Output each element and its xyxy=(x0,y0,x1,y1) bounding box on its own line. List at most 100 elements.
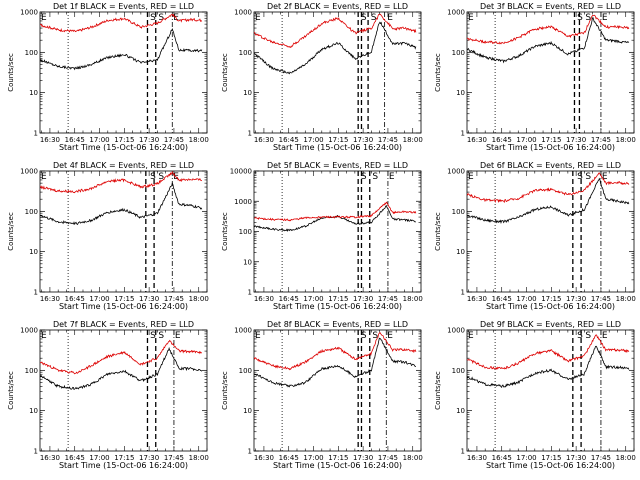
series-line-lld xyxy=(254,331,417,371)
y-tick-label: 1000 xyxy=(234,327,252,335)
event-annotation: S xyxy=(150,172,156,182)
y-axis-label: Counts/sec xyxy=(434,212,442,251)
x-tick-label: 16:30 xyxy=(467,454,487,462)
y-tick-label: 1 xyxy=(461,130,465,138)
x-tick-label: 16:45 xyxy=(279,454,299,462)
panel-title: Det 7f BLACK = Events, RED = LLD xyxy=(53,320,194,329)
y-tick-label: 1 xyxy=(248,448,252,456)
x-tick-label: 17:30 xyxy=(566,295,586,303)
y-tick-label: 10 xyxy=(456,248,465,256)
y-tick-label: 10 xyxy=(29,407,38,415)
panel-title: Det 8f BLACK = Events, RED = LLD xyxy=(267,320,408,329)
x-tick-label: 17:30 xyxy=(139,136,159,144)
x-tick-label: 16:30 xyxy=(467,295,487,303)
y-tick-label: 10 xyxy=(243,89,252,97)
x-tick-label: 18:00 xyxy=(403,295,423,303)
y-tick-label: 1000 xyxy=(447,168,465,176)
x-tick-label: 17:30 xyxy=(566,136,586,144)
panel-title: Det 6f BLACK = Events, RED = LLD xyxy=(480,161,621,170)
y-tick-label: 1000 xyxy=(20,9,38,17)
event-annotation: S xyxy=(158,13,164,23)
detector-panel: Det 1f BLACK = Events, RED = LLD 1 10 100 10… xyxy=(7,2,209,152)
plot-frame xyxy=(466,170,635,293)
panel-title: Det 2f BLACK = Events, RED = LLD xyxy=(267,2,408,11)
x-tick-label: 16:30 xyxy=(40,136,60,144)
y-tick-label: 100 xyxy=(25,367,38,375)
x-tick-label: 16:30 xyxy=(40,295,60,303)
x-axis-label: Start Time (15-Oct-06 16:24:00) xyxy=(59,143,188,152)
event-annotation: S xyxy=(577,172,583,182)
x-tick-label: 17:15 xyxy=(541,454,561,462)
event-annotation: S xyxy=(372,331,378,341)
event-annotation: S xyxy=(361,13,367,23)
x-tick-label: 17:00 xyxy=(89,136,109,144)
panel-title: Det 3f BLACK = Events, RED = LLD xyxy=(480,2,621,11)
event-annotation: S xyxy=(361,172,367,182)
x-axis-label: Start Time (15-Oct-06 16:24:00) xyxy=(486,461,615,470)
event-annotation: E xyxy=(387,331,393,341)
event-annotation: E xyxy=(387,13,393,23)
event-annotation: E xyxy=(41,172,47,182)
y-tick-label: 1000 xyxy=(20,327,38,335)
event-annotation: E xyxy=(468,172,474,182)
series-line-lld xyxy=(40,171,203,194)
y-tick-label: 10 xyxy=(29,89,38,97)
x-tick-label: 18:00 xyxy=(189,454,209,462)
x-axis-label: Start Time (15-Oct-06 16:24:00) xyxy=(59,461,188,470)
event-annotation: E xyxy=(468,13,474,23)
panel-title: Det 4f BLACK = Events, RED = LLD xyxy=(53,161,194,170)
x-tick-label: 17:15 xyxy=(114,295,134,303)
x-tick-label: 16:45 xyxy=(65,454,85,462)
x-tick-label: 16:45 xyxy=(492,454,512,462)
panel-title: Det 5f BLACK = Events, RED = LLD xyxy=(267,161,408,170)
x-tick-label: 16:45 xyxy=(279,136,299,144)
x-tick-label: 17:15 xyxy=(541,295,561,303)
x-tick-label: 17:45 xyxy=(591,295,611,303)
y-tick-label: 1000 xyxy=(447,9,465,17)
detector-panel: Det 2f BLACK = Events, RED = LLD 1 10 100 10… xyxy=(221,2,423,152)
x-tick-label: 17:00 xyxy=(89,454,109,462)
detector-panel: Det 7f BLACK = Events, RED = LLD 1 10 100 10… xyxy=(7,320,209,470)
plot-frame xyxy=(39,329,208,452)
x-tick-label: 18:00 xyxy=(403,454,423,462)
series-line-lld xyxy=(40,339,203,375)
x-axis-label: Start Time (15-Oct-06 16:24:00) xyxy=(59,302,188,311)
x-tick-label: 17:00 xyxy=(303,454,323,462)
x-tick-label: 17:45 xyxy=(164,454,184,462)
x-tick-label: 17:00 xyxy=(303,136,323,144)
y-tick-label: 1000 xyxy=(20,168,38,176)
plot-frame xyxy=(39,11,208,134)
series-line-lld xyxy=(40,13,203,33)
y-axis-label: Counts/sec xyxy=(221,212,229,251)
series-line-events xyxy=(467,345,630,389)
x-tick-label: 17:15 xyxy=(541,136,561,144)
y-tick-label: 10 xyxy=(29,248,38,256)
event-annotation: S xyxy=(585,331,591,341)
detector-panel: Det 3f BLACK = Events, RED = LLD 1 10 100 10… xyxy=(434,2,636,152)
event-annotation: S xyxy=(585,172,591,182)
x-tick-label: 17:30 xyxy=(353,454,373,462)
plot-frame xyxy=(253,170,422,293)
x-axis-label: Start Time (15-Oct-06 16:24:00) xyxy=(486,302,615,311)
x-tick-label: 17:15 xyxy=(328,295,348,303)
event-annotation: E xyxy=(41,13,47,23)
plot-frame xyxy=(253,329,422,452)
x-tick-label: 17:45 xyxy=(378,295,398,303)
event-annotation: E xyxy=(41,331,47,341)
panel-title: Det 9f BLACK = Events, RED = LLD xyxy=(480,320,621,329)
plot-frame xyxy=(39,170,208,293)
x-tick-label: 17:00 xyxy=(89,295,109,303)
x-tick-label: 16:45 xyxy=(492,136,512,144)
event-annotation: S xyxy=(150,331,156,341)
y-tick-label: 100 xyxy=(452,49,465,57)
y-axis-label: Counts/sec xyxy=(7,53,15,92)
y-tick-label: 1 xyxy=(34,289,38,297)
event-annotation: S xyxy=(577,331,583,341)
y-tick-label: 1 xyxy=(248,130,252,138)
series-line-events xyxy=(467,16,630,64)
x-axis-label: Start Time (15-Oct-06 16:24:00) xyxy=(273,461,402,470)
y-tick-label: 1 xyxy=(461,448,465,456)
x-tick-label: 17:45 xyxy=(164,295,184,303)
series-line-lld xyxy=(467,14,630,45)
panel-title: Det 1f BLACK = Events, RED = LLD xyxy=(53,2,194,11)
